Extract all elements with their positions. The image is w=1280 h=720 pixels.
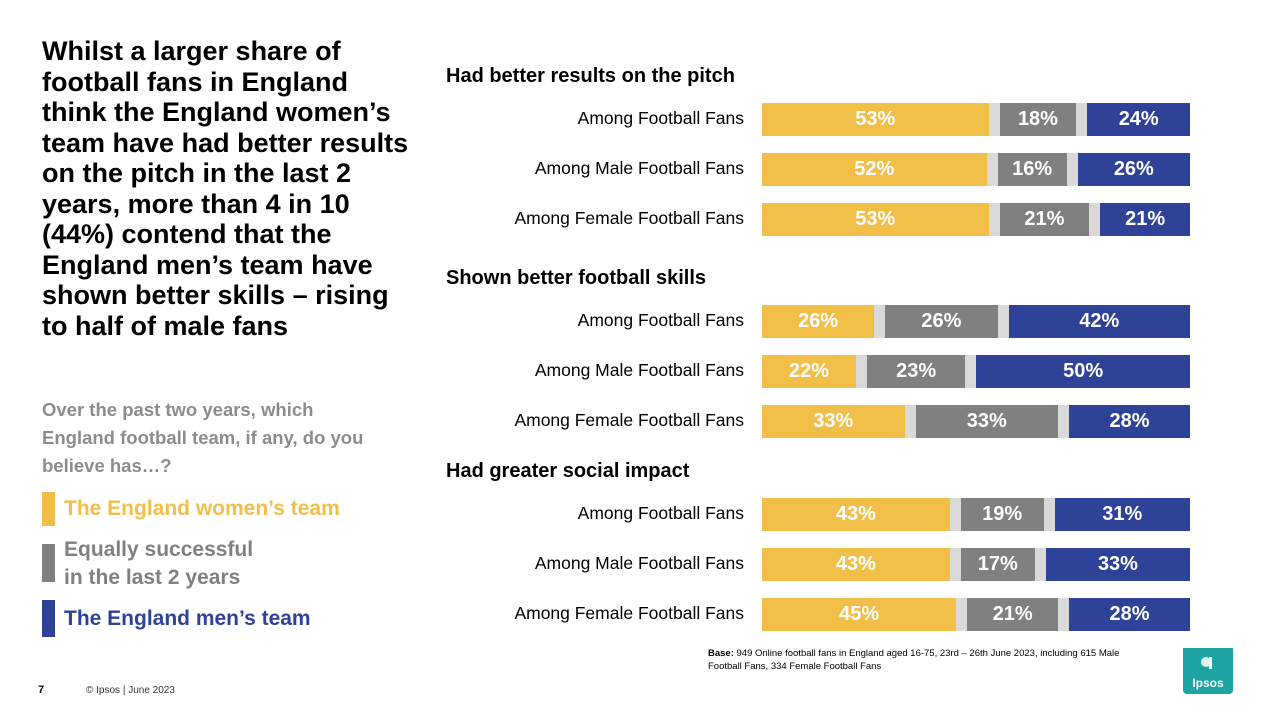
bar-segment-equal: 23% [867, 355, 966, 388]
data-label-women: 53% [855, 208, 896, 230]
bar-segment-men: 21% [1100, 203, 1190, 236]
row-label-1-2: Among Male Football Fans [534, 158, 744, 178]
data-label-men: 42% [1079, 310, 1120, 332]
legend-swatch-men [42, 600, 55, 637]
bar-2-3: 33% 33% 28% [762, 405, 1190, 438]
row-label-2-3: Among Female Football Fans [514, 410, 744, 430]
ipsos-logo-icon [1201, 657, 1212, 669]
bar-segment-women: 45% [762, 598, 957, 631]
bar-segment-men: 26% [1077, 153, 1190, 186]
bar-segment-women: 53% [762, 103, 989, 136]
data-label-equal: 26% [921, 310, 962, 332]
data-label-equal: 21% [992, 603, 1033, 625]
data-label-men: 33% [1097, 553, 1138, 575]
row-label-3-2: Among Male Football Fans [534, 553, 744, 573]
page-number: 7 [38, 684, 45, 696]
data-label-equal: 33% [966, 410, 1007, 432]
data-label-men: 50% [1063, 360, 1104, 382]
legend-men: The England men’s team [42, 600, 402, 637]
data-label-equal: 21% [1024, 208, 1065, 230]
legend-label-men: The England men’s team [64, 607, 311, 630]
bar-2-2: 22% 23% 50% [762, 355, 1190, 388]
data-label-women: 52% [854, 158, 895, 180]
bar-3-2: 43% 17% 33% [762, 548, 1190, 581]
bar-segment-men: 28% [1069, 405, 1190, 438]
data-label-equal: 19% [982, 503, 1023, 525]
bar-segment-equal: 33% [915, 405, 1059, 438]
ipsos-logo-text: Ipsos [1192, 676, 1224, 690]
data-label-men: 24% [1118, 108, 1159, 130]
section-title-3: Had greater social impact [446, 460, 690, 482]
legend-label-women: The England women’s team [64, 497, 340, 520]
base-note-text: 949 Online football fans in England aged… [708, 648, 1120, 672]
bar-segment-women: 43% [762, 548, 950, 581]
data-label-women: 43% [835, 503, 876, 525]
bar-segment-equal: 17% [960, 548, 1035, 581]
data-label-equal: 16% [1012, 158, 1053, 180]
legend-equal: Equally successful in the last 2 years [42, 536, 402, 592]
row-label-2-1: Among Football Fans [577, 310, 744, 330]
bar-segment-men: 31% [1054, 498, 1190, 531]
data-label-women: 45% [839, 603, 880, 625]
bar-segment-women: 43% [762, 498, 950, 531]
section-title-1: Had better results on the pitch [446, 65, 735, 87]
bar-segment-equal: 21% [999, 203, 1090, 236]
bar-segment-women: 26% [762, 305, 875, 338]
base-note: Base: 949 Online football fans in Englan… [708, 648, 1128, 673]
legend-swatch-women [42, 492, 55, 526]
data-label-women: 22% [788, 360, 830, 382]
bar-segment-equal: 18% [999, 103, 1077, 136]
data-label-men: 31% [1102, 503, 1143, 525]
legend-swatch-equal [42, 544, 55, 582]
legend-label-equal-line2: in the last 2 years [64, 566, 241, 589]
data-label-women: 53% [855, 108, 896, 130]
row-label-2-2: Among Male Football Fans [534, 360, 744, 380]
bar-segment-men: 33% [1045, 548, 1190, 581]
data-label-equal: 17% [977, 553, 1018, 575]
bar-1-3: 53% 21% 21% [762, 203, 1190, 236]
data-label-men: 28% [1109, 410, 1150, 432]
row-label-3-1: Among Football Fans [577, 503, 744, 523]
bar-segment-equal: 16% [997, 153, 1067, 186]
data-label-equal: 18% [1017, 108, 1058, 130]
data-label-men: 21% [1125, 208, 1166, 230]
bar-segment-women: 53% [762, 203, 989, 236]
slide-headline: Whilst a larger share of football fans i… [42, 36, 409, 341]
bar-2-1: 26% 26% 42% [762, 305, 1190, 338]
legend-label-equal-line1: Equally successful [64, 538, 254, 561]
bar-segment-women: 33% [762, 405, 905, 438]
data-label-women: 33% [813, 410, 854, 432]
data-label-men: 26% [1113, 158, 1154, 180]
section-title-2: Shown better football skills [446, 267, 707, 289]
row-label-3-3: Among Female Football Fans [514, 603, 744, 623]
bar-3-3: 45% 21% 28% [762, 598, 1190, 631]
bar-segment-equal: 21% [967, 598, 1059, 631]
ipsos-logo: Ipsos [1183, 648, 1233, 694]
bar-segment-equal: 26% [885, 305, 998, 338]
survey-question: Over the past two years, which England f… [42, 399, 364, 476]
bar-segment-men: 42% [1008, 305, 1190, 338]
bar-segment-men: 24% [1087, 103, 1190, 136]
data-label-men: 28% [1109, 603, 1150, 625]
base-note-label: Base: [708, 648, 734, 659]
bar-3-1: 43% 19% 31% [762, 498, 1190, 531]
row-label-1-1: Among Football Fans [577, 108, 744, 128]
data-label-equal: 23% [896, 360, 937, 382]
bar-segment-equal: 19% [960, 498, 1044, 531]
data-label-women: 26% [798, 310, 839, 332]
bar-segment-women: 22% [762, 355, 857, 388]
bar-1-2: 52% 16% 26% [762, 153, 1190, 186]
row-label-1-3: Among Female Football Fans [514, 208, 744, 228]
bar-segment-women: 52% [762, 153, 987, 186]
bar-segment-men: 50% [976, 355, 1190, 388]
bar-segment-men: 28% [1069, 598, 1190, 631]
copyright: © Ipsos | June 2023 [86, 685, 175, 696]
bar-1-1: 53% 18% 24% [762, 103, 1190, 136]
legend-women: The England women’s team [42, 492, 402, 526]
data-label-women: 43% [835, 553, 876, 575]
